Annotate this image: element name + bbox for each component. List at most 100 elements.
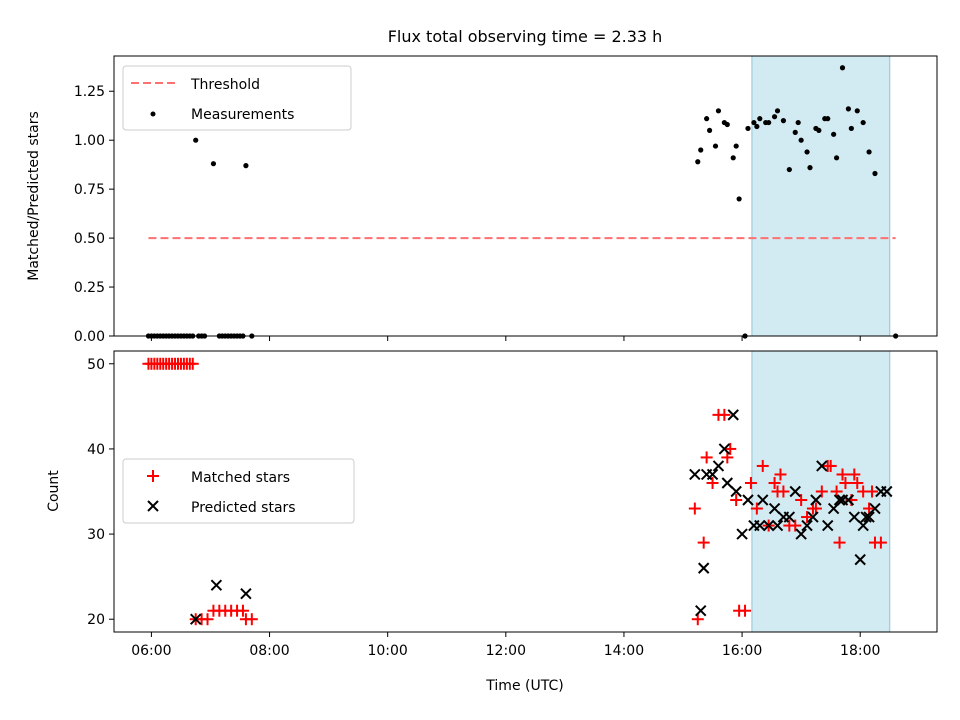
y-tick-label: 0.25	[74, 280, 105, 296]
matched-star-point	[186, 357, 199, 370]
predicted-star-point	[857, 519, 869, 532]
measurement-point	[816, 127, 822, 134]
matched-star-point	[795, 494, 808, 507]
predicted-star-point	[860, 511, 872, 523]
matched-star-point	[718, 408, 731, 421]
matched-star-point	[750, 502, 763, 515]
matched-star-point	[739, 604, 752, 617]
x-tick-label: 16:00	[722, 643, 762, 659]
matched-star-point	[777, 485, 790, 498]
predicted-star-point	[754, 519, 766, 532]
measurement-point	[792, 129, 798, 135]
matched-star-point	[688, 502, 701, 515]
predicted-star-point	[768, 502, 781, 515]
predicted-star-point	[854, 553, 866, 566]
measurement-point	[872, 170, 878, 177]
matched-star-point	[830, 485, 843, 498]
y-tick-label: 20	[87, 612, 105, 628]
matched-star-point	[721, 451, 734, 464]
y-tick-label: 40	[87, 442, 105, 458]
predicted-star-point	[842, 494, 855, 506]
x-tick-label: 14:00	[604, 643, 644, 659]
predicted-star-point	[697, 562, 710, 574]
predicted-star-point	[833, 494, 846, 506]
measurement-point	[210, 161, 217, 167]
x-tick-label: 18:00	[840, 643, 880, 659]
measurement-point	[715, 108, 722, 114]
measurement-point	[733, 143, 739, 149]
measurement-point	[736, 196, 742, 202]
legend-matched-swatch	[147, 470, 159, 482]
y-tick-label: 0.00	[74, 329, 105, 345]
predicted-star-point	[695, 605, 707, 617]
predicted-star-point	[807, 511, 819, 523]
measurement-point	[845, 106, 851, 112]
measurement-point	[724, 121, 730, 128]
x-tick-label: 08:00	[249, 643, 289, 659]
x-axis-label: Time (UTC)	[485, 678, 563, 694]
measurement-point	[831, 131, 837, 137]
predicted-star-point	[736, 528, 748, 540]
predicted-star-point	[757, 494, 769, 506]
matched-star-point	[706, 476, 719, 489]
measurement-point	[854, 108, 860, 114]
matched-star-point	[809, 502, 822, 515]
matched-star-point	[730, 494, 743, 507]
ratio-y-axis-label: Matched/Predicted stars	[26, 111, 42, 281]
measurement-point	[833, 155, 840, 161]
measurement-point	[730, 155, 736, 161]
predicted-star-point	[795, 528, 807, 540]
measurement-point	[704, 116, 710, 122]
measurement-point	[706, 127, 713, 134]
matched-star-point	[245, 613, 258, 626]
measurement-point	[848, 125, 854, 132]
predicted-star-point	[210, 579, 223, 591]
measurement-point	[766, 119, 772, 126]
y-tick-label: 1.00	[74, 133, 105, 149]
predicted-star-point	[789, 485, 801, 498]
count-plot-frame	[113, 350, 938, 633]
predicted-star-point	[718, 443, 731, 455]
measurement-point	[860, 119, 866, 126]
predicted-star-point	[822, 519, 834, 532]
matched-star-point	[824, 459, 837, 472]
measurement-point	[804, 149, 810, 155]
matched-star-point	[866, 485, 879, 498]
matched-star-point	[768, 476, 781, 489]
matched-star-point	[691, 613, 704, 626]
predicted-star-point	[881, 485, 893, 498]
measurement-point	[771, 114, 778, 120]
predicted-star-point	[771, 519, 784, 532]
measurement-point	[780, 118, 787, 124]
matched-star-point	[833, 536, 846, 549]
y-tick-label: 50	[87, 357, 105, 373]
measurement-point	[712, 143, 719, 149]
legend-predicted-label: Predicted stars	[191, 500, 296, 516]
y-tick-label: 1.25	[74, 84, 105, 100]
predicted-star-point	[240, 587, 252, 600]
matched-star-point	[839, 476, 852, 489]
matched-star-point	[744, 476, 757, 489]
observing-interval-span	[751, 55, 891, 337]
matched-star-point	[874, 536, 887, 549]
predicted-star-point	[742, 494, 754, 506]
measurement-point	[243, 163, 249, 169]
chart-title: Flux total observing time = 2.33 h	[388, 27, 663, 46]
matched-star-point	[836, 468, 849, 481]
predicted-star-point	[712, 460, 725, 472]
predicted-star-point	[827, 502, 840, 515]
matched-star-point	[863, 502, 876, 515]
legend-matched-label: Matched stars	[191, 470, 290, 486]
predicted-star-point	[863, 511, 875, 523]
measurement-point	[774, 108, 781, 114]
matched-star-point	[789, 519, 802, 532]
matched-star-point	[815, 485, 828, 498]
matched-star-point	[236, 604, 249, 617]
matched-star-point	[851, 476, 864, 489]
measurement-point	[866, 149, 872, 155]
legend-measurements-swatch	[150, 111, 156, 117]
measurement-point	[751, 119, 757, 126]
predicted-star-point	[762, 519, 775, 532]
y-tick-label: 30	[87, 527, 105, 543]
